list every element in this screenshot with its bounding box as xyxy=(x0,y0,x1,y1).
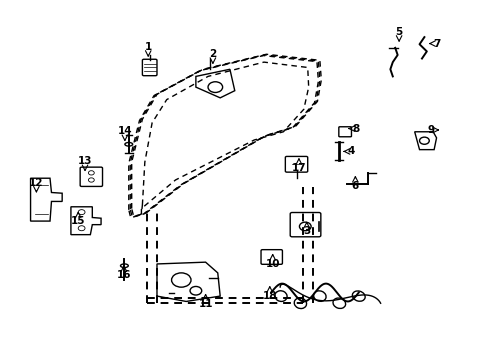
FancyBboxPatch shape xyxy=(289,212,320,237)
Text: 4: 4 xyxy=(347,147,354,157)
Text: 15: 15 xyxy=(71,216,85,226)
Text: 14: 14 xyxy=(117,126,132,136)
Text: 13: 13 xyxy=(78,157,92,166)
Text: 9: 9 xyxy=(427,125,434,135)
FancyBboxPatch shape xyxy=(80,167,102,186)
Text: 3: 3 xyxy=(303,226,310,237)
Text: 5: 5 xyxy=(395,27,402,37)
Text: 8: 8 xyxy=(352,123,359,134)
Text: 6: 6 xyxy=(351,181,358,191)
FancyBboxPatch shape xyxy=(261,249,282,264)
Text: 17: 17 xyxy=(291,163,305,173)
Text: 10: 10 xyxy=(265,258,279,269)
FancyBboxPatch shape xyxy=(285,157,307,172)
Text: 12: 12 xyxy=(29,178,43,188)
Text: 11: 11 xyxy=(198,298,212,309)
Text: 1: 1 xyxy=(144,42,152,52)
Text: 16: 16 xyxy=(117,270,131,280)
Text: 2: 2 xyxy=(209,49,216,59)
FancyBboxPatch shape xyxy=(338,127,351,137)
FancyBboxPatch shape xyxy=(142,59,157,76)
Text: 18: 18 xyxy=(262,291,277,301)
Text: 7: 7 xyxy=(432,39,440,49)
